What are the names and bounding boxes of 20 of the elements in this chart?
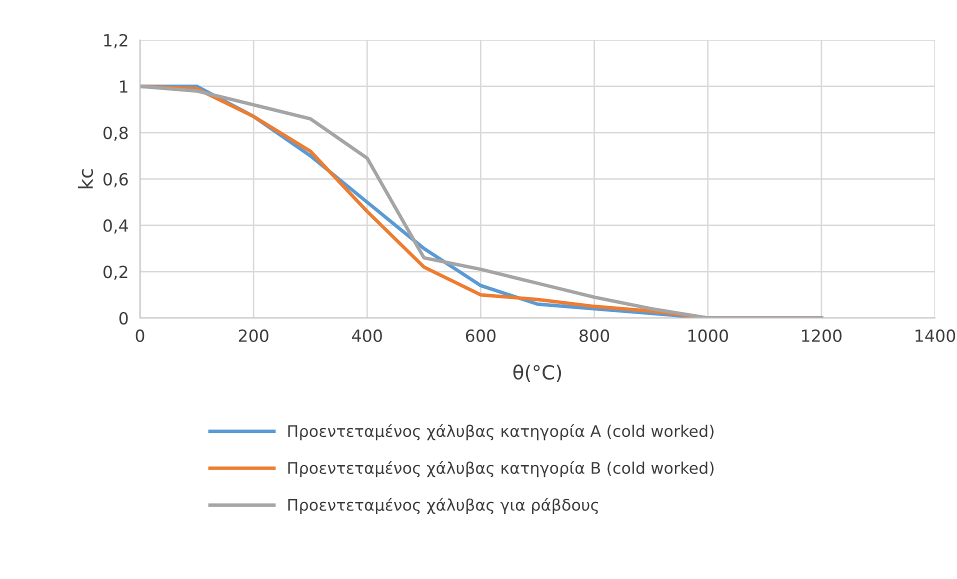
x-tick-label: 0 [136, 329, 144, 342]
x-tick-label: 1200 [802, 329, 842, 342]
x-tick-label: 400 [352, 329, 382, 342]
legend-label: Προεντεταμένος χάλυβας κατηγορία A (cold worked) [288, 424, 714, 440]
x-tick-label: 1000 [688, 329, 728, 342]
y-tick-label: 0 [119, 312, 128, 325]
x-tick-label: 200 [238, 329, 268, 342]
y-tick-label: 1 [120, 80, 128, 93]
y-tick-label: 0,6 [103, 172, 128, 188]
x-tick-label: 800 [580, 329, 610, 342]
y-tick-label: 0,8 [103, 126, 128, 141]
y-tick-label: 1,2 [104, 34, 128, 48]
x-tick-label: 1400 [916, 329, 956, 342]
legend-label: Προεντεταμένος χάλυβας για ράβδους [288, 498, 598, 514]
y-tick-label: 0,2 [103, 266, 128, 280]
y-axis-title: kc [78, 169, 94, 188]
x-tick-label: 600 [466, 329, 496, 342]
x-axis-title: θ(°C) [513, 364, 562, 382]
legend-label: Προεντεταμένος χάλυβας κατηγορία B (cold worked) [288, 461, 714, 478]
y-tick-label: 0,4 [103, 219, 128, 234]
